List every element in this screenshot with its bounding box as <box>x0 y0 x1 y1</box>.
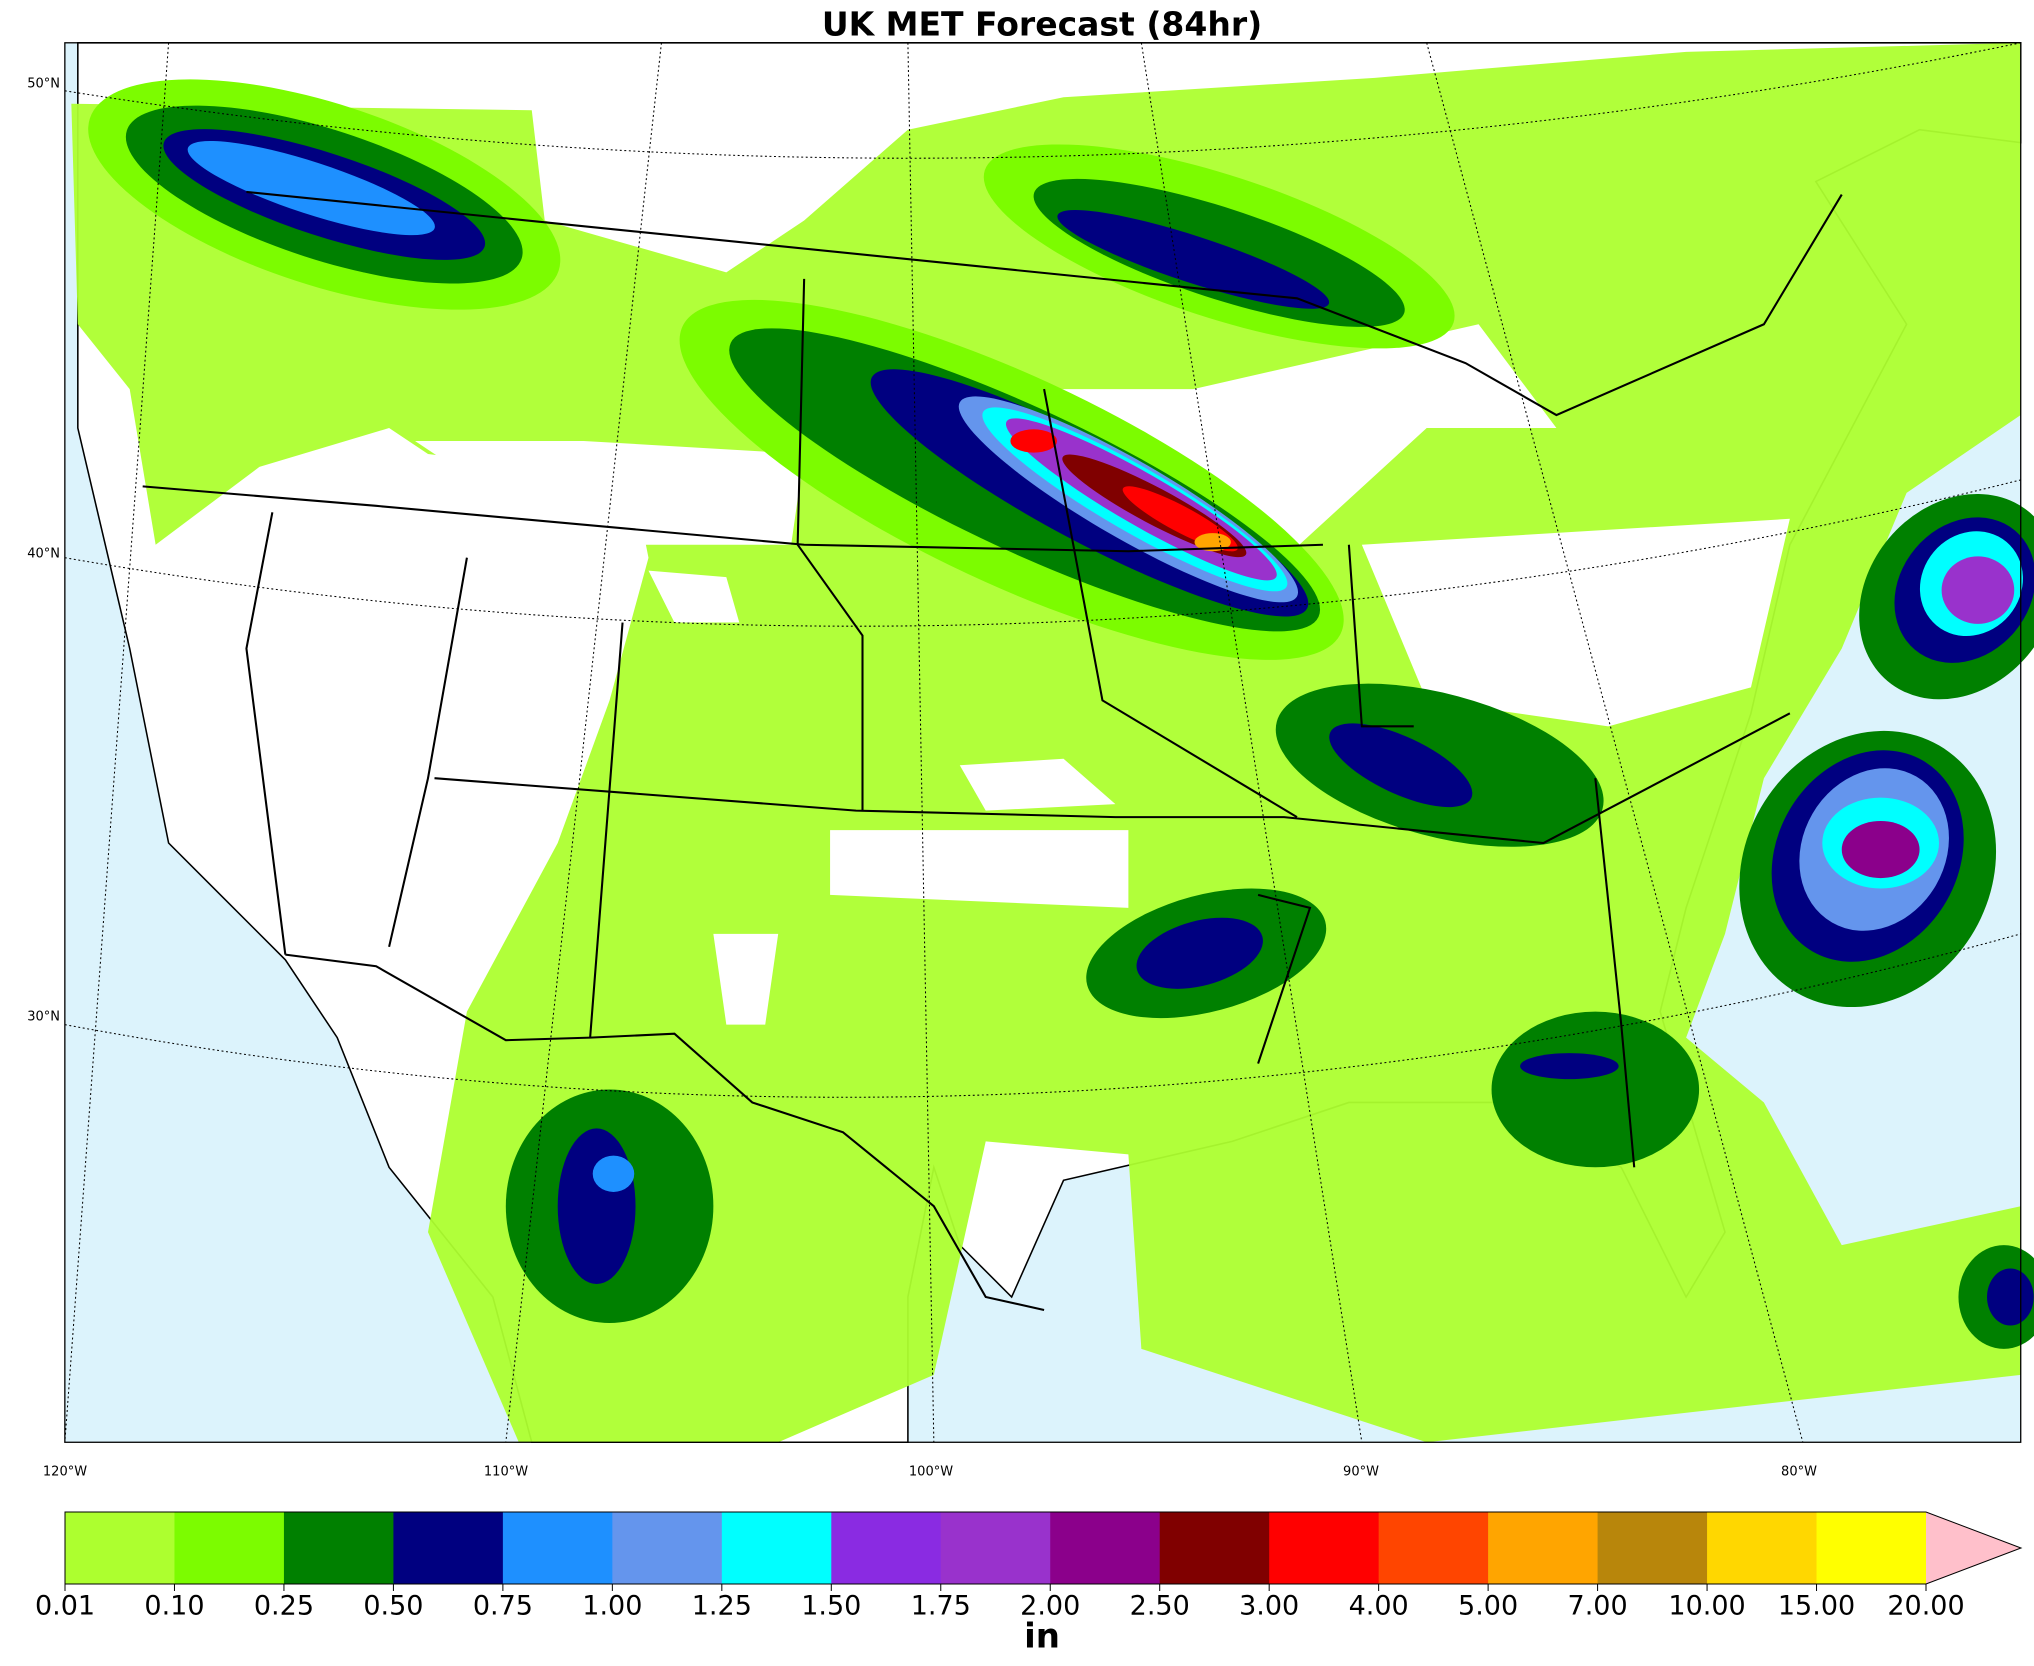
map-frame <box>64 42 2022 1443</box>
lat-label: 50°N <box>27 77 60 92</box>
lon-label: 80°W <box>1781 1465 1817 1480</box>
colorbar-box <box>393 1512 504 1584</box>
colorbar-box <box>1816 1512 1927 1584</box>
title: UK MET Forecast (84hr) <box>822 5 1262 44</box>
colorbar-label: 2.00 <box>1020 1591 1080 1622</box>
colorbar-label: 1.25 <box>692 1591 752 1622</box>
colorbar-box <box>721 1512 832 1584</box>
lat-label: 30°N <box>27 1010 60 1025</box>
colorbar-label: 4.00 <box>1349 1591 1409 1622</box>
borders <box>142 190 1843 1311</box>
colorbar-label: 1.00 <box>582 1591 642 1622</box>
colorbar-label: 2.50 <box>1130 1591 1190 1622</box>
colorbar-box <box>940 1512 1051 1584</box>
colorbar-label: 20.00 <box>1887 1591 1964 1622</box>
colorbar-label: 0.75 <box>473 1591 533 1622</box>
colorbar-box <box>174 1512 285 1584</box>
colorbar-label: 1.50 <box>801 1591 861 1622</box>
colorbar-label: 0.01 <box>35 1591 95 1622</box>
colorbar-box <box>502 1512 613 1584</box>
lon-label: 90°W <box>1343 1465 1379 1480</box>
colorbar-box <box>65 1512 175 1584</box>
graticule <box>64 42 2021 1443</box>
colorbar-box <box>1269 1512 1380 1584</box>
colorbar-label: 0.10 <box>144 1591 204 1622</box>
colorbar-box <box>1050 1512 1161 1584</box>
lon-label: 120°W <box>43 1465 87 1480</box>
colorbar-label: 5.00 <box>1458 1591 1518 1622</box>
colorbar-box <box>612 1512 723 1584</box>
colorbar-label: 1.75 <box>911 1591 971 1622</box>
colorbar-box <box>831 1512 942 1584</box>
colorbar-label: 10.00 <box>1668 1591 1745 1622</box>
colorbar-label: 15.00 <box>1778 1591 1855 1622</box>
map <box>64 42 2034 1444</box>
colorbar-label: 3.00 <box>1239 1591 1299 1622</box>
colorbar-label: 0.50 <box>363 1591 423 1622</box>
precip-heavy <box>88 79 2034 1349</box>
colorbar-outline <box>64 1511 2023 1585</box>
colorbar-box <box>1159 1512 1270 1584</box>
colorbar-box <box>283 1512 394 1584</box>
colorbar-extend <box>1926 1512 2021 1584</box>
dry-areas <box>415 324 1790 1025</box>
colorbar-box <box>1707 1512 1818 1584</box>
colorbar-unit: in <box>1024 1617 1060 1657</box>
lon-label: 110°W <box>484 1465 528 1480</box>
colorbar-box <box>1597 1512 1708 1584</box>
colorbar-box <box>1378 1512 1489 1584</box>
lat-label: 40°N <box>27 547 60 562</box>
lon-label: 100°W <box>909 1465 953 1480</box>
colorbar-box <box>1488 1512 1599 1584</box>
colorbar-label: 7.00 <box>1568 1591 1628 1622</box>
colorbar-label: 0.25 <box>254 1591 314 1622</box>
